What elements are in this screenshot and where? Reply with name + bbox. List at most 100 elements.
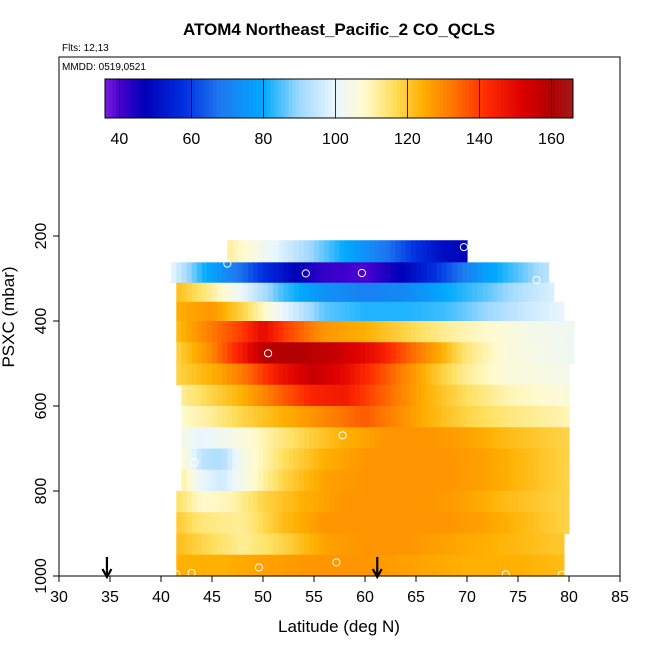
heatmap-cell [227,301,233,322]
heatmap-cell [252,491,259,513]
colorbar-swatch [252,79,257,118]
heatmap-cell [191,321,198,343]
heatmap-cell [232,262,239,284]
heatmap-cell [298,301,305,322]
heatmap-cell [186,406,193,428]
heatmap-cell [370,384,376,407]
heatmap-cell [461,301,468,322]
heatmap-cell [553,342,560,365]
heatmap-cell [370,406,376,428]
colorbar-swatch [177,79,182,118]
heatmap-cell [436,321,443,343]
heatmap-cell [528,384,534,407]
heatmap-cell [385,469,392,492]
heatmap-cell [344,406,351,428]
heatmap-cell [268,301,274,322]
heatmap-cell [451,406,458,428]
heatmap-cell [344,321,351,343]
heatmap-cell [196,342,203,365]
heatmap-cell [263,427,269,450]
heatmap-cell [247,342,254,365]
colorbar-swatch [238,79,243,118]
heatmap-cell [278,240,284,263]
heatmap-cell [421,240,427,263]
heatmap-cell [334,469,341,492]
colorbar-swatch [328,79,333,118]
heatmap-cell [426,342,432,365]
colorbar-swatch [432,79,437,118]
heatmap-cell [492,342,499,365]
heatmap-cell [543,512,550,535]
heatmap-cell [400,301,407,322]
heatmap-cell [421,282,427,303]
heatmap-cell [339,469,346,492]
heatmap-cell [528,262,534,284]
heatmap-cell [176,533,182,556]
heatmap-cell [528,301,534,322]
heatmap-cell [421,554,427,577]
heatmap-cell [472,282,478,303]
heatmap-cell [176,262,182,284]
heatmap-cell [451,533,458,556]
heatmap-cell [512,512,519,535]
heatmap-cell [324,554,330,577]
heatmap-cell [395,321,402,343]
heatmap-cell [263,262,269,284]
heatmap-cell [456,427,463,450]
heatmap-cell [334,342,341,365]
heatmap-cell [349,282,356,303]
heatmap-cell [303,554,310,577]
heatmap-cell [273,321,279,343]
heatmap-cell [431,262,437,284]
heatmap-cell [283,363,290,386]
colorbar-swatch [292,79,297,118]
heatmap-cell [365,427,371,450]
heatmap-cell [497,533,504,556]
heatmap-cell [461,406,468,428]
heatmap-cell [518,262,524,284]
heatmap-cell [380,491,386,513]
heatmap-cell [263,321,269,343]
heatmap-cell [314,491,320,513]
colorbar-swatch [547,79,552,118]
heatmap-cell [558,469,565,492]
colorbar-swatch [270,79,275,118]
heatmap-cell [354,363,361,386]
heatmap-cell [507,448,514,471]
heatmap-cell [365,554,371,577]
sample-point [332,558,341,567]
heatmap-cell [523,321,529,343]
colorbar-swatch [475,79,480,118]
heatmap-cell [497,301,504,322]
heatmap-layer [171,240,575,577]
heatmap-cell [186,554,193,577]
heatmap-cell [247,301,254,322]
colorbar-swatch [277,79,282,118]
heatmap-cell [314,406,320,428]
heatmap-cell [390,363,397,386]
heatmap-cell [487,491,494,513]
heatmap-cell [446,512,453,535]
heatmap-cell [400,554,407,577]
heatmap-cell [252,301,259,322]
heatmap-cell [227,282,233,303]
heatmap-cell [329,262,335,284]
heatmap-cell [232,427,239,450]
colorbar-swatch [436,79,441,118]
heatmap-cell [247,406,254,428]
heatmap-cell [421,406,427,428]
heatmap-cell [196,282,203,303]
heatmap-cell [410,384,417,407]
heatmap-cell [181,301,188,322]
colorbar-tick-label: 160 [538,131,565,148]
heatmap-cell [354,427,361,450]
heatmap-cell [319,301,325,322]
heatmap-cell [502,491,509,513]
heatmap-cell [390,533,397,556]
heatmap-cell [293,406,300,428]
heatmap-cell [533,406,539,428]
colorbar-swatch [245,79,250,118]
sample-point [172,570,181,579]
heatmap-cell [533,512,539,535]
heatmap-cell [196,491,203,513]
